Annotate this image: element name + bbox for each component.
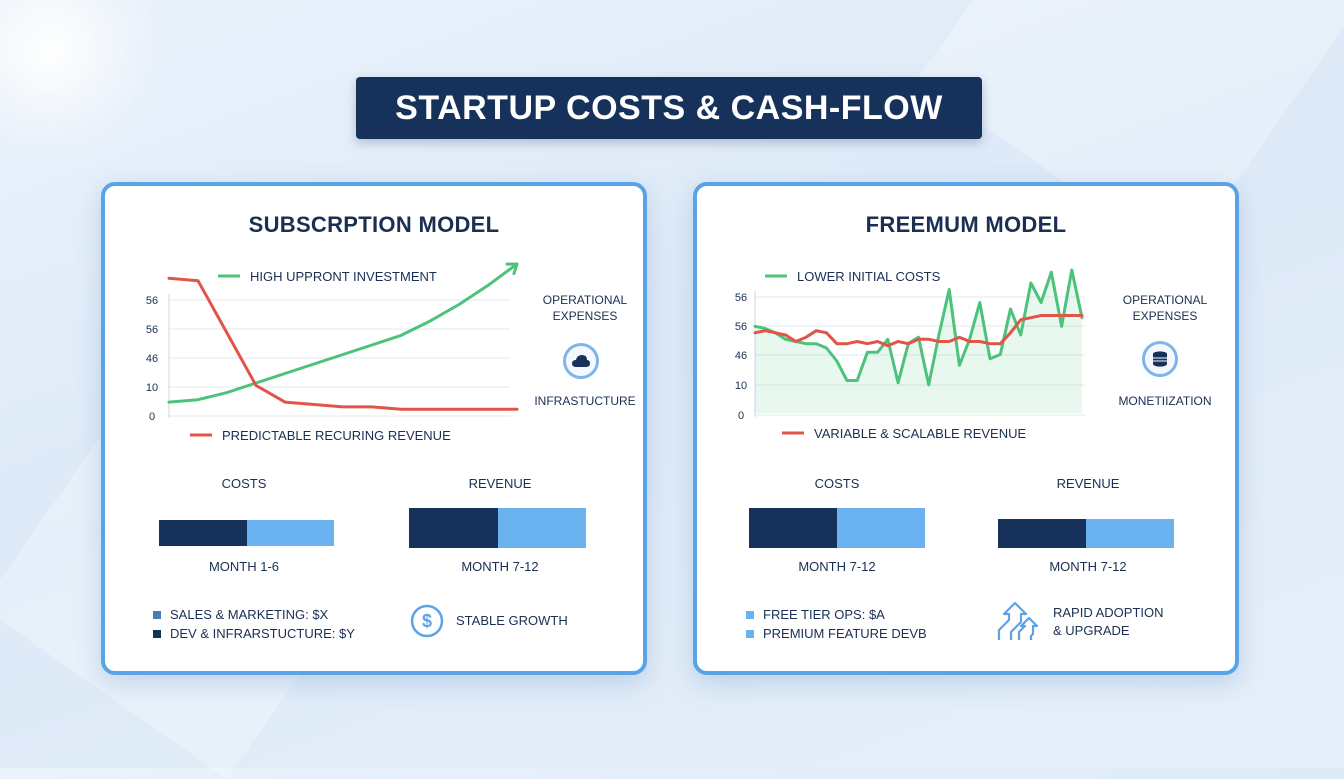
bar-segment-light [1086, 519, 1174, 548]
bar-segment-dark [749, 508, 837, 548]
costs-label: COSTS [814, 476, 860, 491]
legend-item: FREE TIER OPS: $A [746, 607, 885, 622]
legend-label: PREMIUM FEATURE DEVB [763, 626, 927, 641]
bar-segment-light [837, 508, 925, 548]
bar-segment-light [497, 508, 586, 548]
y-tick-label: 56 [735, 321, 747, 333]
feature-label: STABLE GROWTH [456, 613, 568, 628]
side-label-operational-expenses: OPERATIONAL EXPENSES [542, 293, 628, 323]
legend-swatch [746, 629, 754, 638]
arrowhead [505, 262, 519, 276]
legend-label: DEV & INFRARSTUCTURE: $Y [170, 626, 355, 641]
bar-segment-dark [998, 519, 1086, 548]
legend-label: FREE TIER OPS: $A [763, 607, 885, 622]
subscription-model-card: SUBSCRPTION MODEL 56 56 46 10 0 HIGH UPPRONT … [101, 182, 647, 675]
y-tick-label: 10 [735, 380, 747, 392]
bar-segment-light [246, 520, 334, 546]
feature-line-2: & UPGRADE [1053, 623, 1130, 638]
y-tick-label: 10 [146, 382, 158, 394]
revenue-caption: MONTH 7-12 [1049, 559, 1127, 574]
y-tick-label: 46 [146, 353, 158, 365]
series-line [167, 262, 519, 404]
y-tick-label: 46 [735, 350, 747, 362]
coins-icon [1142, 341, 1178, 377]
growth-arrows-icon [995, 600, 1039, 644]
legend-item: PREMIUM FEATURE DEVB [746, 626, 927, 641]
side-label-infrastructure: INFRASTUCTURE [534, 394, 636, 408]
feature-label: RAPID ADOPTION & UPGRADE [1053, 604, 1164, 640]
costs-caption: MONTH 7-12 [798, 559, 876, 574]
y-tick-label: 0 [738, 410, 744, 422]
legend-label: LOWER INITIAL COSTS [797, 269, 941, 284]
title-banner: STARTUP COSTS & CASH-FLOW [356, 77, 982, 139]
revenue-label: REVENUE [1056, 476, 1120, 491]
revenue-caption: MONTH 7-12 [461, 559, 539, 574]
subscription-line-chart: 56 56 46 10 0 HIGH UPPRONT INVESTMENT PREDICTA… [146, 262, 519, 443]
bar-segment-dark [159, 520, 247, 546]
legend-item: SALES & MARKETING: $X [153, 607, 328, 622]
revenue-bar [998, 519, 1174, 548]
legend-label: SALES & MARKETING: $X [170, 607, 329, 622]
feature-line-1: RAPID ADOPTION [1053, 605, 1164, 620]
costs-label: COSTS [221, 476, 267, 491]
dollar-icon: $ [410, 604, 444, 638]
y-tick-label: 0 [149, 411, 155, 423]
revenue-label: REVENUE [468, 476, 532, 491]
feature-rapid-adoption: RAPID ADOPTION & UPGRADE [995, 600, 1164, 644]
revenue-bar [409, 508, 586, 548]
bar-segment-dark [409, 508, 498, 548]
series-line [167, 276, 519, 411]
costs-bar [749, 508, 925, 548]
freemium-line-chart: 56 56 46 10 0 LOWER INITIAL COSTS VARIABLE & S… [735, 268, 1085, 441]
feature-stable-growth: $ STABLE GROWTH [410, 604, 568, 638]
y-tick-label: 56 [146, 295, 158, 307]
series-line [753, 314, 1084, 348]
freemium-model-card: FREEMUM MODEL 56 56 46 10 0 LOWER INITIAL COS… [693, 182, 1239, 675]
legend-swatch [153, 629, 161, 638]
costs-bar [159, 520, 334, 546]
background-glow [0, 0, 160, 160]
y-tick-label: 56 [146, 324, 158, 336]
side-label-operational-expenses: OPERATIONAL EXPENSES [1122, 293, 1208, 323]
legend-label: PREDICTABLE RECURING REVENUE [222, 428, 451, 443]
cloud-icon [563, 343, 599, 379]
card-title: FREEMUM MODEL [865, 212, 1067, 237]
legend-label: HIGH UPPRONT INVESTMENT [250, 269, 437, 284]
costs-caption: MONTH 1-6 [208, 559, 280, 574]
page-title: STARTUP COSTS & CASH-FLOW [395, 88, 943, 127]
series-line [753, 268, 1084, 387]
legend-swatch [746, 610, 754, 619]
svg-text:$: $ [422, 611, 432, 631]
legend-swatch [153, 610, 161, 619]
y-tick-label: 56 [735, 292, 747, 304]
card-title: SUBSCRPTION MODEL [248, 212, 500, 237]
side-label-monetization: MONETIIZATION [1118, 394, 1212, 408]
legend-item: DEV & INFRARSTUCTURE: $Y [153, 626, 355, 641]
legend-label: VARIABLE & SCALABLE REVENUE [814, 426, 1027, 441]
